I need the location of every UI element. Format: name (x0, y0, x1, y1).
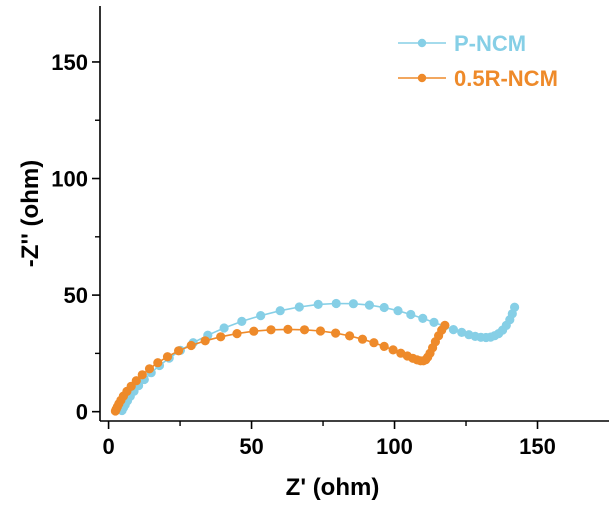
data-point (283, 324, 293, 334)
plot-area (110, 298, 520, 416)
data-point (369, 338, 379, 348)
data-point (379, 302, 389, 313)
x-tick-label: 150 (519, 434, 556, 459)
data-point (186, 340, 196, 351)
data-point (153, 358, 163, 368)
data-point (315, 326, 326, 336)
data-point (448, 324, 458, 335)
x-axis-title: Z' (ohm) (286, 474, 380, 501)
data-point (344, 331, 355, 341)
data-point (216, 332, 226, 342)
legend-marker (417, 38, 427, 48)
data-point (364, 300, 374, 310)
y-tick-label: 150 (51, 50, 88, 75)
data-point (440, 320, 450, 330)
legend-item-2: 0.5R-NCM (398, 66, 558, 91)
data-point (330, 328, 341, 338)
legend-item-1: P-NCM (398, 31, 526, 56)
data-point (232, 328, 242, 339)
legend-marker (417, 73, 427, 83)
data-point (249, 326, 259, 336)
series-2 (110, 320, 450, 416)
data-point (379, 341, 389, 351)
data-point (388, 345, 398, 355)
data-point (144, 364, 155, 374)
data-point (313, 299, 323, 309)
x-tick-label: 0 (102, 434, 114, 459)
data-point (237, 316, 247, 326)
data-point (357, 334, 368, 344)
data-point (418, 313, 428, 323)
data-point (200, 336, 210, 346)
x-tick-label: 100 (376, 434, 413, 459)
legend: P-NCM 0.5R-NCM (398, 31, 558, 91)
y-tick-label: 100 (51, 167, 88, 192)
data-point (275, 306, 285, 316)
y-tick-label: 50 (64, 283, 88, 308)
data-point (137, 370, 147, 380)
y-axis-title: -Z'' (ohm) (17, 160, 44, 267)
y-tick-label: 0 (76, 400, 88, 425)
data-point (429, 317, 439, 327)
axes: 0 50 100 150 0 50 100 150 (51, 6, 609, 459)
data-point (174, 346, 184, 356)
data-point (266, 325, 276, 335)
data-point (131, 376, 141, 386)
data-point (348, 299, 358, 309)
data-point (219, 323, 229, 333)
data-point (331, 298, 341, 309)
series-1 (117, 298, 520, 416)
data-point (299, 325, 310, 335)
data-point (406, 309, 416, 320)
data-point (126, 381, 136, 391)
series-line (114, 324, 446, 412)
data-point (256, 310, 266, 321)
data-point (294, 302, 304, 312)
legend-label: P-NCM (454, 31, 526, 56)
legend-label: 0.5R-NCM (454, 66, 558, 91)
data-point (509, 302, 520, 312)
data-point (393, 306, 403, 316)
series-line (121, 302, 516, 411)
x-tick-label: 50 (239, 434, 263, 459)
data-point (162, 352, 173, 362)
